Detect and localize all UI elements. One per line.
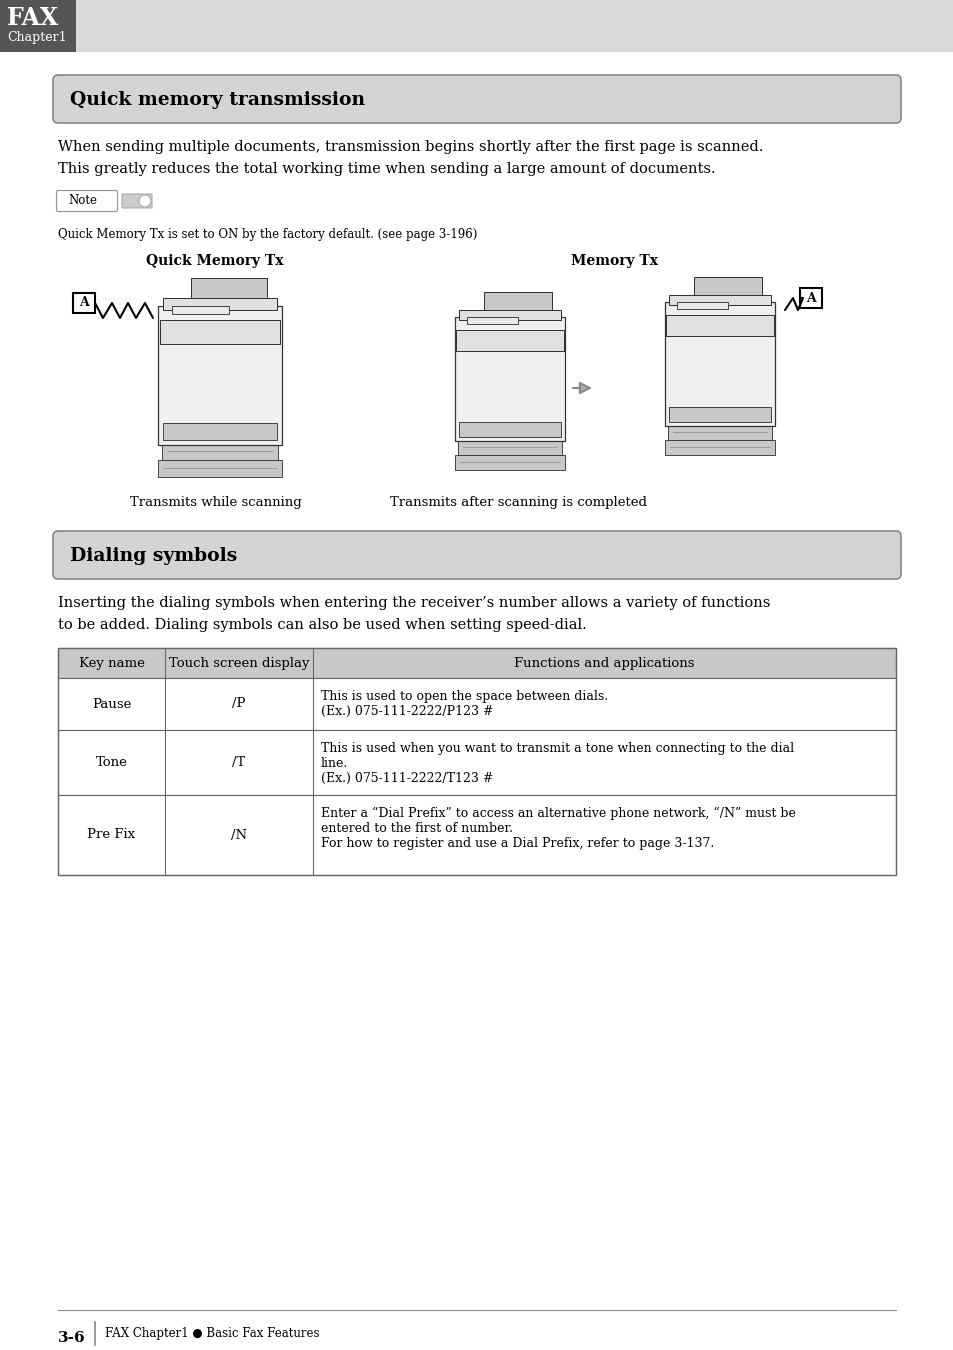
Bar — [158, 306, 281, 444]
Text: Functions and applications: Functions and applications — [514, 656, 694, 670]
FancyBboxPatch shape — [53, 76, 900, 123]
Bar — [668, 406, 770, 421]
Text: /N: /N — [231, 829, 247, 841]
Text: /T: /T — [233, 756, 245, 770]
Bar — [58, 648, 895, 875]
Bar — [671, 409, 768, 424]
Text: entered to the first of number.: entered to the first of number. — [320, 822, 513, 836]
Text: This greatly reduces the total working time when sending a large amount of docum: This greatly reduces the total working t… — [58, 162, 715, 176]
Text: Transmits after scanning is completed: Transmits after scanning is completed — [390, 495, 646, 509]
Bar — [163, 423, 276, 440]
Bar — [668, 296, 770, 305]
Text: Transmits while scanning: Transmits while scanning — [130, 495, 301, 509]
Bar — [484, 292, 552, 311]
Text: line.: line. — [320, 757, 348, 769]
Bar — [455, 317, 565, 441]
Text: (Ex.) 075-111-2222/P123 #: (Ex.) 075-111-2222/P123 # — [320, 705, 493, 718]
Text: Tone: Tone — [95, 756, 128, 770]
Bar — [192, 278, 267, 298]
Text: Quick Memory Tx is set to ON by the factory default. (see page 3-196): Quick Memory Tx is set to ON by the fact… — [58, 228, 476, 242]
Bar — [58, 678, 895, 730]
Text: Dialing symbols: Dialing symbols — [70, 547, 237, 566]
Text: Pause: Pause — [91, 698, 132, 710]
Bar — [458, 421, 560, 437]
FancyBboxPatch shape — [56, 190, 117, 212]
Text: This is used to open the space between dials.: This is used to open the space between d… — [320, 690, 607, 703]
Text: (Ex.) 075-111-2222/T123 #: (Ex.) 075-111-2222/T123 # — [320, 772, 493, 784]
Text: Quick memory transmission: Quick memory transmission — [70, 90, 365, 109]
Bar — [664, 440, 775, 455]
Bar — [73, 293, 95, 313]
Bar — [158, 460, 281, 477]
Text: When sending multiple documents, transmission begins shortly after the first pag: When sending multiple documents, transmi… — [58, 140, 762, 154]
Bar — [163, 298, 276, 309]
Text: Pre Fix: Pre Fix — [88, 829, 135, 841]
Bar — [58, 730, 895, 795]
Text: Quick Memory Tx: Quick Memory Tx — [146, 254, 283, 269]
Text: FAX Chapter1 ● Basic Fax Features: FAX Chapter1 ● Basic Fax Features — [105, 1327, 319, 1341]
Bar — [664, 302, 775, 427]
Text: /P: /P — [232, 698, 246, 710]
Text: Touch screen display: Touch screen display — [169, 656, 309, 670]
Bar — [58, 648, 895, 678]
Bar — [677, 302, 728, 309]
Text: 3-6: 3-6 — [58, 1331, 86, 1345]
Text: Key name: Key name — [78, 656, 144, 670]
Bar — [458, 310, 560, 320]
Bar — [172, 306, 230, 313]
Text: to be added. Dialing symbols can also be used when setting speed-dial.: to be added. Dialing symbols can also be… — [58, 618, 586, 632]
Text: FAX: FAX — [7, 5, 59, 30]
Bar — [58, 795, 895, 875]
FancyBboxPatch shape — [53, 531, 900, 579]
Text: Inserting the dialing symbols when entering the receiver’s number allows a varie: Inserting the dialing symbols when enter… — [58, 595, 770, 610]
Bar — [694, 277, 761, 296]
Text: A: A — [805, 292, 815, 305]
Bar — [160, 320, 279, 344]
FancyBboxPatch shape — [122, 194, 152, 208]
Circle shape — [139, 194, 151, 207]
Text: Enter a “Dial Prefix” to access an alternative phone network, “/N” must be: Enter a “Dial Prefix” to access an alter… — [320, 807, 795, 821]
Bar — [467, 317, 518, 324]
Text: For how to register and use a Dial Prefix, refer to page 3-137.: For how to register and use a Dial Prefi… — [320, 837, 714, 850]
Bar — [166, 425, 274, 443]
Bar — [0, 0, 76, 53]
Text: This is used when you want to transmit a tone when connecting to the dial: This is used when you want to transmit a… — [320, 743, 793, 755]
Bar — [667, 424, 771, 440]
Bar — [457, 439, 561, 455]
Text: Chapter1: Chapter1 — [7, 31, 67, 45]
Bar — [456, 329, 563, 351]
Bar — [162, 443, 277, 460]
Bar — [461, 424, 558, 439]
Bar — [455, 455, 565, 470]
Text: A: A — [79, 297, 89, 309]
Bar — [800, 288, 821, 308]
Bar — [0, 0, 953, 53]
Text: Note: Note — [68, 194, 97, 208]
Bar — [666, 315, 773, 336]
Text: Memory Tx: Memory Tx — [571, 254, 658, 269]
